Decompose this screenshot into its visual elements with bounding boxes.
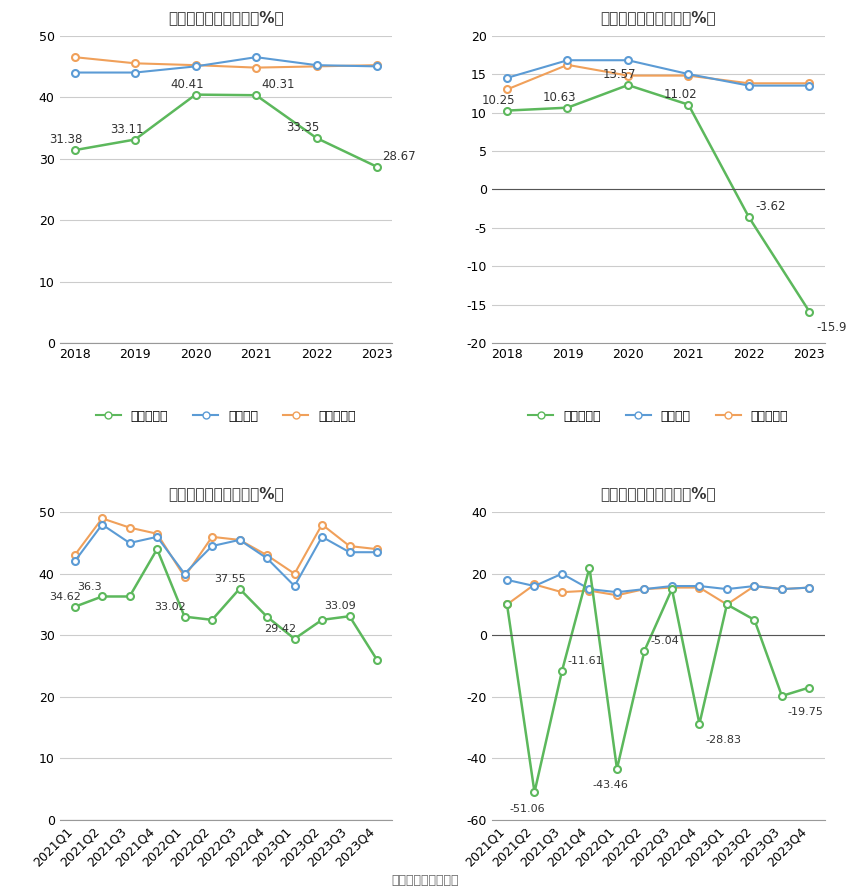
Text: 33.09: 33.09: [325, 601, 356, 611]
Text: 28.67: 28.67: [382, 150, 416, 163]
Title: 历年净利率变化情况（%）: 历年净利率变化情况（%）: [600, 10, 716, 25]
Text: 数据来源：恒生聚源: 数据来源：恒生聚源: [391, 873, 459, 887]
Text: 40.41: 40.41: [171, 78, 204, 91]
Text: -19.75: -19.75: [787, 707, 824, 717]
Text: 40.31: 40.31: [262, 78, 295, 91]
Text: 34.62: 34.62: [49, 592, 82, 602]
Legend: 公司净利率, 行业均值, 行业中位数: 公司净利率, 行业均值, 行业中位数: [524, 405, 793, 428]
Title: 季度净利率变化情况（%）: 季度净利率变化情况（%）: [600, 486, 716, 502]
Text: 13.57: 13.57: [603, 68, 637, 81]
Text: 36.3: 36.3: [77, 582, 102, 592]
Text: -28.83: -28.83: [705, 735, 741, 746]
Title: 历年毛利率变化情况（%）: 历年毛利率变化情况（%）: [168, 10, 284, 25]
Text: 33.11: 33.11: [110, 123, 144, 135]
Text: -15.9: -15.9: [816, 321, 847, 334]
Text: -51.06: -51.06: [509, 804, 545, 813]
Text: 10.63: 10.63: [542, 91, 576, 103]
Text: -5.04: -5.04: [650, 636, 679, 646]
Text: 31.38: 31.38: [49, 133, 83, 146]
Title: 季度毛利率变化情况（%）: 季度毛利率变化情况（%）: [168, 486, 284, 502]
Text: 11.02: 11.02: [664, 87, 697, 101]
Text: -11.61: -11.61: [568, 656, 604, 666]
Text: 33.35: 33.35: [286, 121, 320, 134]
Text: 33.02: 33.02: [154, 601, 186, 612]
Text: 37.55: 37.55: [214, 574, 246, 584]
Text: -3.62: -3.62: [756, 200, 786, 213]
Legend: 公司毛利率, 行业均值, 行业中位数: 公司毛利率, 行业均值, 行业中位数: [91, 405, 360, 428]
Text: -43.46: -43.46: [592, 781, 628, 790]
Text: 10.25: 10.25: [482, 94, 515, 107]
Text: 29.42: 29.42: [264, 624, 296, 634]
